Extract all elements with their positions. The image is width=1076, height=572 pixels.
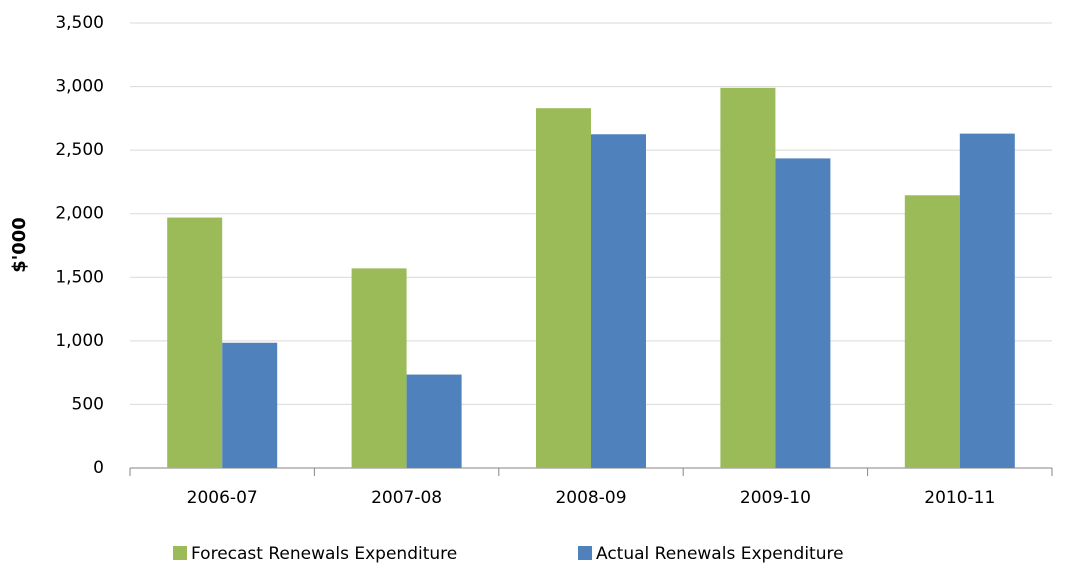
x-tick-label: 2007-08 <box>371 488 442 508</box>
bar <box>720 87 776 468</box>
bar <box>167 217 223 468</box>
x-tick-label: 2008-09 <box>555 488 626 508</box>
x-tick-label: 2010-11 <box>924 488 995 508</box>
bar <box>536 108 591 468</box>
legend-label: Forecast Renewals Expenditure <box>191 544 457 564</box>
legend-swatch <box>173 546 187 560</box>
y-tick-label: 2,000 <box>55 204 104 224</box>
y-tick-label: 1,000 <box>55 331 104 351</box>
legend-label: Actual Renewals Expenditure <box>596 544 844 564</box>
bar <box>959 133 1015 468</box>
y-tick-label: 3,500 <box>55 13 104 33</box>
y-tick-label: 3,000 <box>55 77 104 97</box>
y-tick-label: 0 <box>93 458 104 478</box>
y-axis-label: $'000 <box>9 217 30 273</box>
bar <box>351 268 407 468</box>
bar <box>222 342 278 468</box>
x-tick-label: 2006-07 <box>187 488 258 508</box>
bar <box>775 158 831 468</box>
y-tick-label: 500 <box>72 394 104 414</box>
bar <box>904 195 960 468</box>
legend-swatch <box>578 546 592 560</box>
x-tick-label: 2009-10 <box>740 488 811 508</box>
y-tick-label: 1,500 <box>55 267 104 287</box>
y-tick-label: 2,500 <box>55 140 104 160</box>
bar <box>406 374 462 468</box>
bar <box>591 134 646 468</box>
